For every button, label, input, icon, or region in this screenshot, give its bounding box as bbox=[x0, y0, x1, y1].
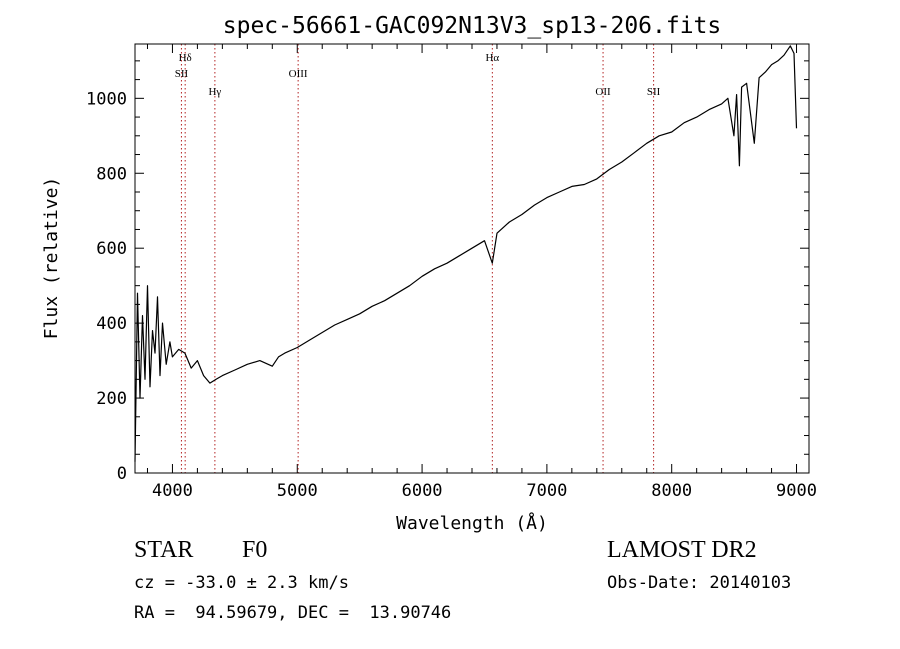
y-tick-label: 1000 bbox=[86, 89, 127, 109]
y-tick-label: 200 bbox=[96, 389, 127, 409]
x-tick-label: 4000 bbox=[152, 481, 193, 501]
y-axis-label: Flux (relative) bbox=[41, 177, 62, 340]
spectral-line-markers: Hδ SII Hγ OIII Hα OII SII bbox=[175, 44, 661, 473]
spectral-line-label: OII bbox=[595, 86, 611, 98]
x-tick-label: 8000 bbox=[651, 481, 692, 501]
x-tick-label: 5000 bbox=[277, 481, 318, 501]
spectrum-line bbox=[134, 45, 798, 462]
spectral-line-label: Hδ bbox=[179, 52, 192, 64]
plot-frame bbox=[134, 43, 810, 474]
x-tick-label: 6000 bbox=[402, 481, 443, 501]
chart-title: spec-56661-GAC092N13V3_sp13-206.fits bbox=[223, 13, 722, 39]
y-tick-label: 400 bbox=[96, 314, 127, 334]
x-axis-label: Wavelength (Å) bbox=[396, 512, 548, 534]
class-label: STAR bbox=[134, 537, 194, 563]
spectral-line-label: Hα bbox=[485, 52, 499, 64]
spectral-line-label: Hγ bbox=[208, 86, 221, 98]
y-tick-label: 600 bbox=[96, 239, 127, 259]
y-tick-label: 800 bbox=[96, 164, 127, 184]
plot-axes: 4000 5000 6000 7000 8000 9000 0 200 400 600 800 100… bbox=[86, 44, 817, 501]
spectral-line-label: OIII bbox=[289, 68, 308, 80]
obs-date-text: Obs-Date: 20140103 bbox=[607, 573, 792, 593]
spectral-line-label: SII bbox=[647, 86, 661, 98]
subclass-label: F0 bbox=[242, 537, 268, 563]
coordinates-text: RA = 94.59679, DEC = 13.90746 bbox=[134, 603, 452, 623]
x-tick-label: 9000 bbox=[776, 481, 817, 501]
spectral-line-label: SII bbox=[175, 68, 189, 80]
x-tick-label: 7000 bbox=[526, 481, 567, 501]
survey-label: LAMOST DR2 bbox=[607, 537, 757, 563]
redshift-text: cz = -33.0 ± 2.3 km/s bbox=[134, 573, 349, 593]
y-tick-label: 0 bbox=[117, 464, 127, 484]
